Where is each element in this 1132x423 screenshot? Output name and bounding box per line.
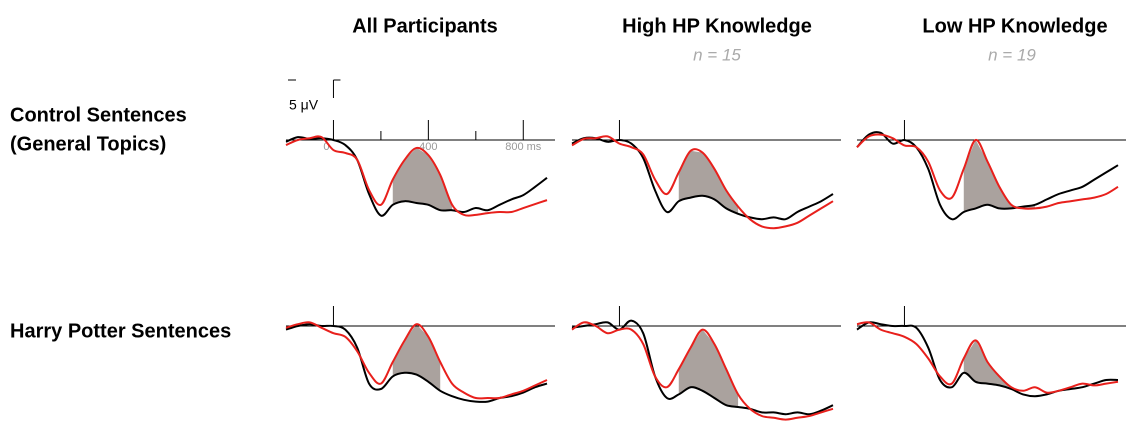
erp-trace: [285, 321, 548, 400]
difference-area: [963, 140, 1035, 212]
difference-area: [678, 150, 739, 214]
column-title: Low HP Knowledge: [922, 15, 1107, 37]
erp-trace: [285, 135, 548, 217]
column-title: All Participants: [352, 15, 498, 37]
difference-area: [678, 329, 739, 407]
row-label: (General Topics): [10, 133, 166, 155]
x-tick-label: 800 ms: [505, 141, 542, 153]
erp-trace: [856, 321, 1119, 398]
difference-area: [392, 147, 453, 211]
column-title: High HP Knowledge: [622, 15, 812, 37]
erp-trace: [571, 135, 834, 230]
row-label: Harry Potter Sentences: [10, 320, 231, 342]
erp-trace: [856, 321, 1119, 394]
erp-trace: [571, 319, 834, 416]
scale-bar-label: 5 μV: [289, 97, 319, 113]
difference-area: [392, 324, 441, 391]
row-label: Control Sentences: [10, 104, 187, 126]
erp-trace: [571, 321, 834, 421]
erp-trace: [856, 133, 1119, 210]
x-tick-label: 0: [323, 141, 329, 153]
column-subtitle: n = 19: [988, 45, 1036, 64]
erp-trace: [285, 136, 548, 217]
column-subtitle: n = 15: [693, 45, 741, 64]
erp-trace: [856, 131, 1119, 221]
x-tick-label: 400: [419, 141, 437, 153]
